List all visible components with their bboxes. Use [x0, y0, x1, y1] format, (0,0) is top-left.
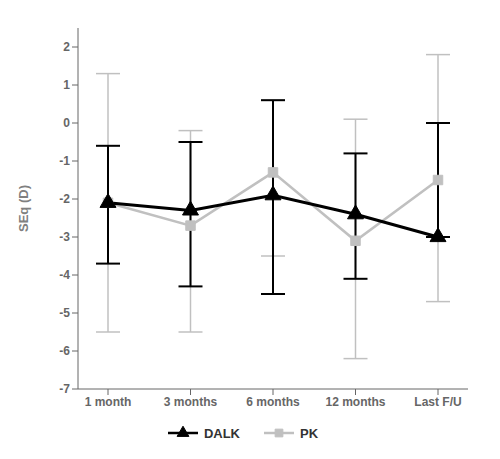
svg-text:2: 2	[63, 40, 70, 54]
svg-text:-3: -3	[59, 230, 70, 244]
svg-text:Last F/U: Last F/U	[414, 395, 461, 409]
svg-text:-4: -4	[59, 268, 70, 282]
svg-text:3 months: 3 months	[164, 395, 218, 409]
html-text:DALK: DALK	[203, 425, 240, 441]
svg-text:1 month: 1 month	[85, 395, 132, 409]
svg-text:12 months: 12 months	[325, 395, 385, 409]
svg-text:-5: -5	[59, 306, 70, 320]
svg-text:-1: -1	[59, 154, 70, 168]
svg-text:-2: -2	[59, 192, 70, 206]
svg-text:SEq (D): SEq (D)	[16, 185, 31, 232]
html-text:PK: PK	[300, 425, 319, 441]
svg-text:0: 0	[63, 116, 70, 130]
svg-text:-7: -7	[59, 382, 70, 396]
svg-text:-6: -6	[59, 344, 70, 358]
svg-text:6 months: 6 months	[246, 395, 300, 409]
svg-text:1: 1	[63, 78, 70, 92]
